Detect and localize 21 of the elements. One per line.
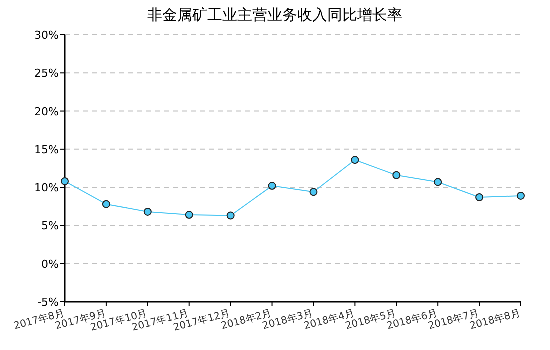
point [310, 188, 318, 196]
point [351, 156, 360, 164]
y-tick-label: 20% [34, 105, 59, 118]
point [434, 178, 442, 186]
point [268, 182, 276, 190]
chart-title: 非金属矿工业主营业务收入同比增长率 [148, 6, 402, 24]
point [517, 192, 525, 200]
y-tick-label: 5% [42, 220, 59, 233]
y-tick-label: -5% [38, 296, 59, 309]
point [144, 208, 152, 216]
point [61, 177, 69, 186]
y-tick-label: 25% [34, 67, 59, 80]
y-tick-label: 30% [34, 29, 59, 42]
point [185, 211, 194, 220]
y-tick-label: 15% [34, 143, 59, 156]
y-tick-label: 10% [34, 182, 59, 195]
point [392, 171, 401, 180]
point [102, 200, 110, 208]
point [226, 212, 235, 220]
point [476, 193, 484, 202]
y-tick-label: 0% [42, 258, 59, 271]
